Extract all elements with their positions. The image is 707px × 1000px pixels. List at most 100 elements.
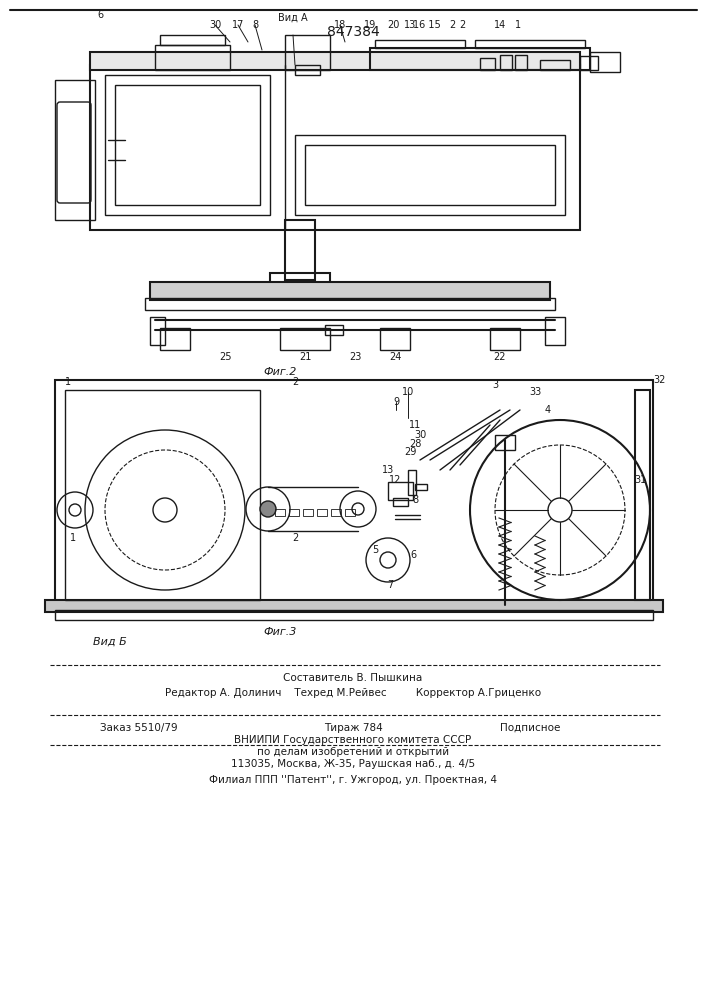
Text: 33: 33 [529,387,541,397]
Bar [490,328,520,350]
Text: Фиг.2: Фиг.2 [263,367,297,377]
Text: 24: 24 [389,352,401,362]
Text: 10: 10 [402,387,414,397]
Bar [475,40,585,48]
Bar [115,85,260,205]
Bar [295,135,565,215]
Bar [408,470,416,495]
Text: 7: 7 [387,580,393,590]
Text: 16 15: 16 15 [413,20,441,30]
Bar [375,40,465,48]
Bar [275,509,285,516]
Text: 28: 28 [409,439,421,449]
Bar [105,75,270,215]
Text: 18: 18 [334,20,346,30]
Bar [150,317,165,345]
Bar [331,509,341,516]
Text: Фиг.3: Фиг.3 [263,627,297,637]
Bar [370,48,590,70]
Bar [317,509,327,516]
Bar [515,55,527,70]
Text: 2: 2 [449,20,455,30]
Bar [90,52,580,70]
Bar [65,390,260,600]
Text: Составитель В. Пышкина: Составитель В. Пышкина [284,673,423,683]
Text: Вид А: Вид А [278,13,308,23]
Text: 11: 11 [409,420,421,430]
Text: по делам изобретений и открытий: по делам изобретений и открытий [257,747,449,757]
Bar [500,55,512,70]
Bar [393,498,408,506]
Text: 847384: 847384 [327,25,380,39]
Bar [155,45,230,70]
Bar [285,220,315,280]
Bar [590,52,620,72]
Text: Заказ 5510/79: Заказ 5510/79 [100,723,177,733]
Bar [415,484,427,490]
Text: 14: 14 [494,20,506,30]
Bar [380,328,410,350]
Text: 13: 13 [382,465,394,475]
Text: 21: 21 [299,352,311,362]
Text: 22: 22 [493,352,506,362]
Text: 8: 8 [252,20,258,30]
Text: 19: 19 [364,20,376,30]
Text: 31: 31 [634,475,646,485]
Circle shape [260,501,276,517]
Bar [280,328,330,350]
Bar [305,145,555,205]
Text: Филиал ППП ''Патент'', г. Ужгород, ул. Проектная, 4: Филиал ППП ''Патент'', г. Ужгород, ул. П… [209,775,497,785]
Text: 23: 23 [349,352,361,362]
Bar [303,509,313,516]
Bar [270,273,330,285]
Text: 32: 32 [654,375,666,385]
Text: 9: 9 [393,397,399,407]
Bar [540,60,570,70]
Bar [55,610,653,620]
Text: Редактор А. Долинич    Техред М.Рейвес         Корректор А.Гриценко: Редактор А. Долинич Техред М.Рейвес Корр… [165,688,541,698]
Bar [345,509,355,516]
Bar [495,435,515,450]
Bar [289,509,299,516]
Text: Тираж 784: Тираж 784 [324,723,382,733]
Text: 5: 5 [372,545,378,555]
Bar [55,380,653,610]
Text: 1: 1 [70,533,76,543]
Text: 25: 25 [218,352,231,362]
Text: 12: 12 [389,475,401,485]
Text: 2: 2 [459,20,465,30]
Text: 20: 20 [387,20,399,30]
Bar [150,282,550,300]
Bar [480,58,495,70]
Text: 17: 17 [232,20,244,30]
Text: 3: 3 [492,380,498,390]
Bar [160,35,225,45]
Text: 113035, Москва, Ж-35, Раушская наб., д. 4/5: 113035, Москва, Ж-35, Раушская наб., д. … [231,759,475,769]
Text: Подписное: Подписное [500,723,561,733]
Text: 4: 4 [545,405,551,415]
Text: 2: 2 [292,377,298,387]
Text: 30: 30 [414,430,426,440]
Text: 6: 6 [97,10,103,20]
Text: 6: 6 [410,550,416,560]
Bar [635,390,650,600]
Bar [388,482,413,500]
Text: ВНИИПИ Государственного комитета СССР: ВНИИПИ Государственного комитета СССР [235,735,472,745]
Bar [285,35,330,70]
Bar [295,65,320,75]
Text: Вид Б: Вид Б [93,637,127,647]
Bar [90,65,580,230]
Bar [325,325,343,335]
Bar [45,600,663,612]
Bar [145,298,555,310]
Text: 1: 1 [65,377,71,387]
Text: 2: 2 [292,533,298,543]
Bar [580,56,598,70]
Text: 8: 8 [412,495,418,505]
Text: 1: 1 [515,20,521,30]
Text: 30: 30 [209,20,221,30]
Text: 13: 13 [404,20,416,30]
Bar [55,80,95,220]
Text: 29: 29 [404,447,416,457]
Bar [160,328,190,350]
